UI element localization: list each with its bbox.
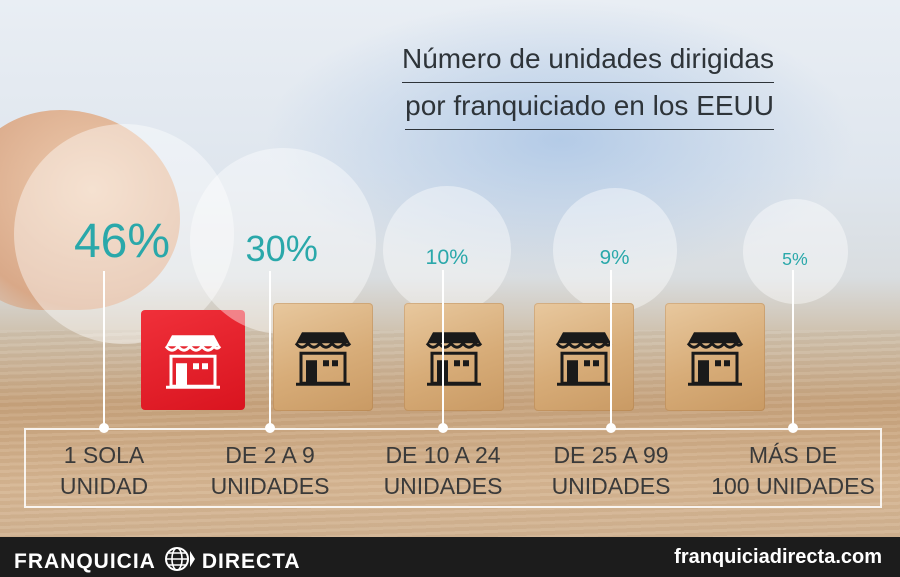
website-link[interactable]: franquiciadirecta.com [674,546,882,568]
footer-bar: FRANQUICIA DIRECTA franquiciadirecta.com [0,537,900,577]
category-label: DE 25 A 99 UNIDADES [551,442,671,499]
title-line-1: Número de unidades dirigidas [402,36,774,83]
value-label: 30% [245,227,318,269]
category-label: 1 SOLA UNIDAD [59,442,149,499]
brand-right: DIRECTA [201,550,301,573]
highlight-block [141,310,245,410]
category-label: DE 2 A 9 UNIDADES [210,442,330,499]
category-label-box [24,428,882,508]
wood-block [273,303,373,411]
value-label: 46% [73,215,171,268]
leader-line [792,270,794,428]
wood-block [665,303,765,411]
globe-icon [164,545,196,577]
value-label: 10% [425,244,469,269]
value-bubble [383,185,512,314]
value-label: 5% [782,248,808,269]
leader-line [442,270,444,428]
value-bubble [552,188,677,313]
wood-block [534,303,634,411]
chart-title: Número de unidades dirigidas por franqui… [402,36,774,130]
value-bubble [742,199,848,305]
leader-line [269,270,271,428]
category-label: MÁS DE 100 UNIDADES [711,442,875,499]
title-line-2: por franquiciado en los EEUU [405,83,774,130]
brand-left: FRANQUICIA [14,550,156,573]
value-bubble [14,124,234,344]
category-label: DE 10 A 24 UNIDADES [383,442,503,499]
brand-logo[interactable]: FRANQUICIA DIRECTA [14,545,301,577]
value-label: 9% [599,245,630,269]
leader-line [610,270,612,428]
wood-block [404,303,504,411]
leader-line [103,270,105,428]
